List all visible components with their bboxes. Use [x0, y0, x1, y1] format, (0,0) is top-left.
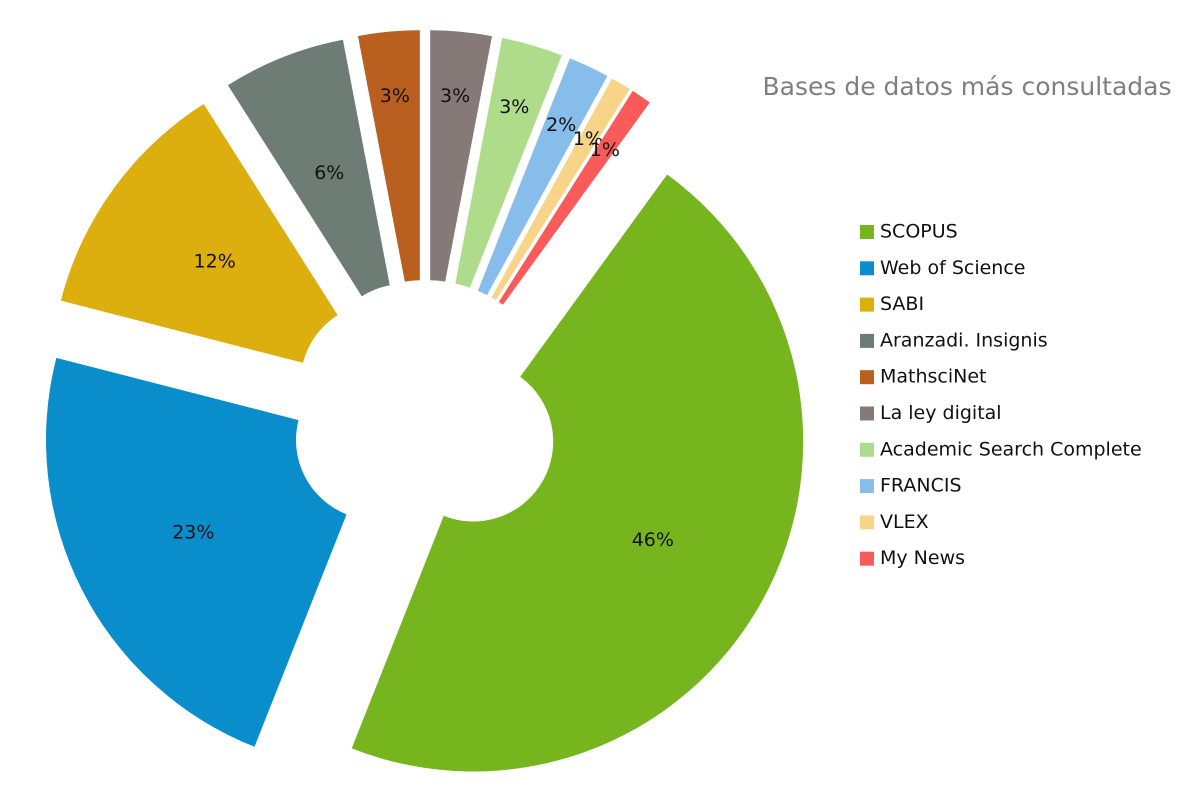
legend-swatch	[860, 370, 874, 385]
data-label: 6%	[314, 162, 344, 184]
slice	[498, 90, 650, 305]
slice	[227, 39, 390, 297]
legend-label: La ley digital	[880, 402, 1002, 424]
slice	[430, 30, 493, 282]
slice	[455, 38, 562, 288]
legend-label: FRANCIS	[880, 475, 962, 497]
legend-label: SABI	[880, 293, 924, 315]
legend-swatch	[860, 515, 874, 530]
data-label: 1%	[573, 128, 603, 150]
slice	[351, 174, 804, 772]
data-label: 3%	[440, 85, 470, 107]
data-label: 12%	[194, 251, 236, 273]
slice	[491, 78, 630, 301]
legend-label: VLEX	[880, 511, 929, 533]
legend-swatch	[860, 442, 874, 457]
slice	[60, 104, 338, 363]
legend-swatch	[860, 333, 874, 348]
legend-label: My News	[880, 547, 965, 569]
legend-label: SCOPUS	[880, 221, 958, 243]
slice	[477, 58, 608, 296]
data-label: 1%	[590, 139, 620, 161]
data-label: 3%	[499, 96, 529, 118]
data-label: 2%	[546, 114, 576, 136]
data-label: 3%	[380, 85, 410, 107]
legend-label: MathsciNet	[880, 366, 987, 388]
legend-label: Web of Science	[880, 257, 1025, 279]
legend-label: Aranzadi. Insignis	[880, 329, 1048, 351]
data-label: 46%	[632, 529, 674, 551]
legend-swatch	[860, 225, 874, 239]
legend-swatch	[860, 261, 874, 276]
data-label: 23%	[172, 522, 214, 544]
legend-label: Academic Search Complete	[880, 438, 1142, 460]
legend-swatch	[860, 406, 874, 421]
slice	[357, 30, 420, 282]
chart-title: Bases de datos más consultadas	[763, 72, 1172, 101]
legend-swatch	[860, 551, 874, 566]
legend-swatch	[860, 297, 874, 312]
slice	[45, 357, 347, 747]
legend-swatch	[860, 479, 874, 494]
